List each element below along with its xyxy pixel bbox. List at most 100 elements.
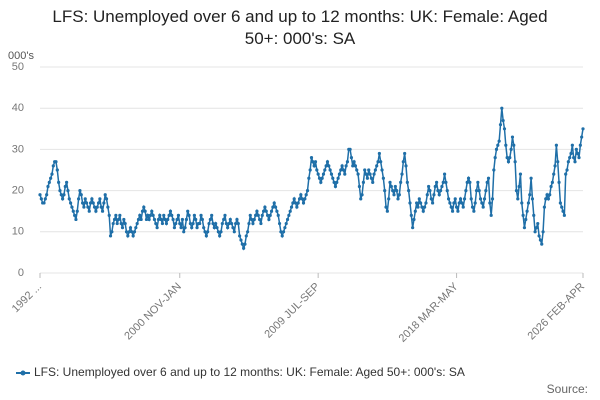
point <box>285 217 290 222</box>
point <box>224 221 228 226</box>
point <box>87 209 91 213</box>
point <box>492 168 496 172</box>
point <box>166 217 170 222</box>
point <box>131 234 135 238</box>
point <box>340 164 344 168</box>
point <box>115 221 119 226</box>
point <box>309 156 314 160</box>
y-tick-label: 20 <box>12 185 24 197</box>
point <box>184 217 188 222</box>
point <box>160 221 165 226</box>
point <box>417 197 421 201</box>
point <box>337 172 342 176</box>
point <box>437 193 441 197</box>
point <box>194 217 198 222</box>
point <box>252 217 256 222</box>
point <box>126 234 130 238</box>
point <box>299 193 303 197</box>
point <box>522 226 527 230</box>
point <box>513 160 517 164</box>
point <box>174 221 178 226</box>
point <box>352 160 356 164</box>
point <box>235 217 239 222</box>
point <box>244 234 248 238</box>
point <box>359 197 363 201</box>
point <box>261 209 266 213</box>
point <box>351 164 355 168</box>
point <box>315 168 319 172</box>
point <box>45 193 49 197</box>
point <box>349 156 354 160</box>
point <box>275 209 279 213</box>
point <box>71 209 75 213</box>
point <box>561 209 565 213</box>
point <box>175 217 179 222</box>
point <box>391 189 395 193</box>
point <box>497 139 501 143</box>
point <box>449 205 453 209</box>
point <box>276 213 280 217</box>
point <box>441 180 445 184</box>
point <box>389 184 393 189</box>
point <box>425 193 429 197</box>
point <box>332 180 336 184</box>
point <box>526 201 531 205</box>
point <box>493 156 497 160</box>
point <box>360 193 364 197</box>
point <box>401 160 405 164</box>
point <box>554 143 558 147</box>
point <box>558 201 562 205</box>
point <box>50 172 54 176</box>
point <box>404 164 408 168</box>
point <box>361 180 366 184</box>
point <box>57 180 61 184</box>
point <box>292 197 296 201</box>
point <box>138 213 142 217</box>
point <box>91 201 95 205</box>
point <box>83 197 87 201</box>
point <box>552 172 556 176</box>
point <box>211 221 215 226</box>
point <box>98 197 102 201</box>
point <box>168 209 173 213</box>
point <box>206 230 210 234</box>
point <box>373 168 377 172</box>
y-tick-label: 0 <box>18 267 24 279</box>
point <box>61 197 65 201</box>
point <box>42 201 46 205</box>
point <box>438 189 443 193</box>
point <box>304 193 308 197</box>
point <box>51 164 55 168</box>
point <box>43 197 47 201</box>
point <box>500 106 504 110</box>
point <box>442 172 447 176</box>
point <box>520 201 524 205</box>
point <box>400 172 404 176</box>
point <box>256 213 260 217</box>
point <box>128 226 133 230</box>
point <box>172 226 177 230</box>
point <box>485 180 489 184</box>
point <box>324 164 328 168</box>
point <box>385 209 389 213</box>
point <box>432 193 436 197</box>
point <box>176 213 181 217</box>
point <box>371 180 375 184</box>
point <box>365 176 369 180</box>
point <box>232 230 236 234</box>
point <box>144 217 149 222</box>
legend-label: LFS: Unemployed over 6 and up to 12 mont… <box>34 365 465 379</box>
point <box>158 213 162 217</box>
point <box>39 197 43 201</box>
point <box>355 168 359 172</box>
point <box>159 217 163 222</box>
point <box>489 213 493 217</box>
point <box>464 189 468 193</box>
point <box>474 189 479 193</box>
point <box>460 201 464 205</box>
point <box>413 209 417 213</box>
point <box>421 209 425 213</box>
point <box>134 226 138 230</box>
point <box>200 217 204 222</box>
legend-marker <box>20 370 26 376</box>
